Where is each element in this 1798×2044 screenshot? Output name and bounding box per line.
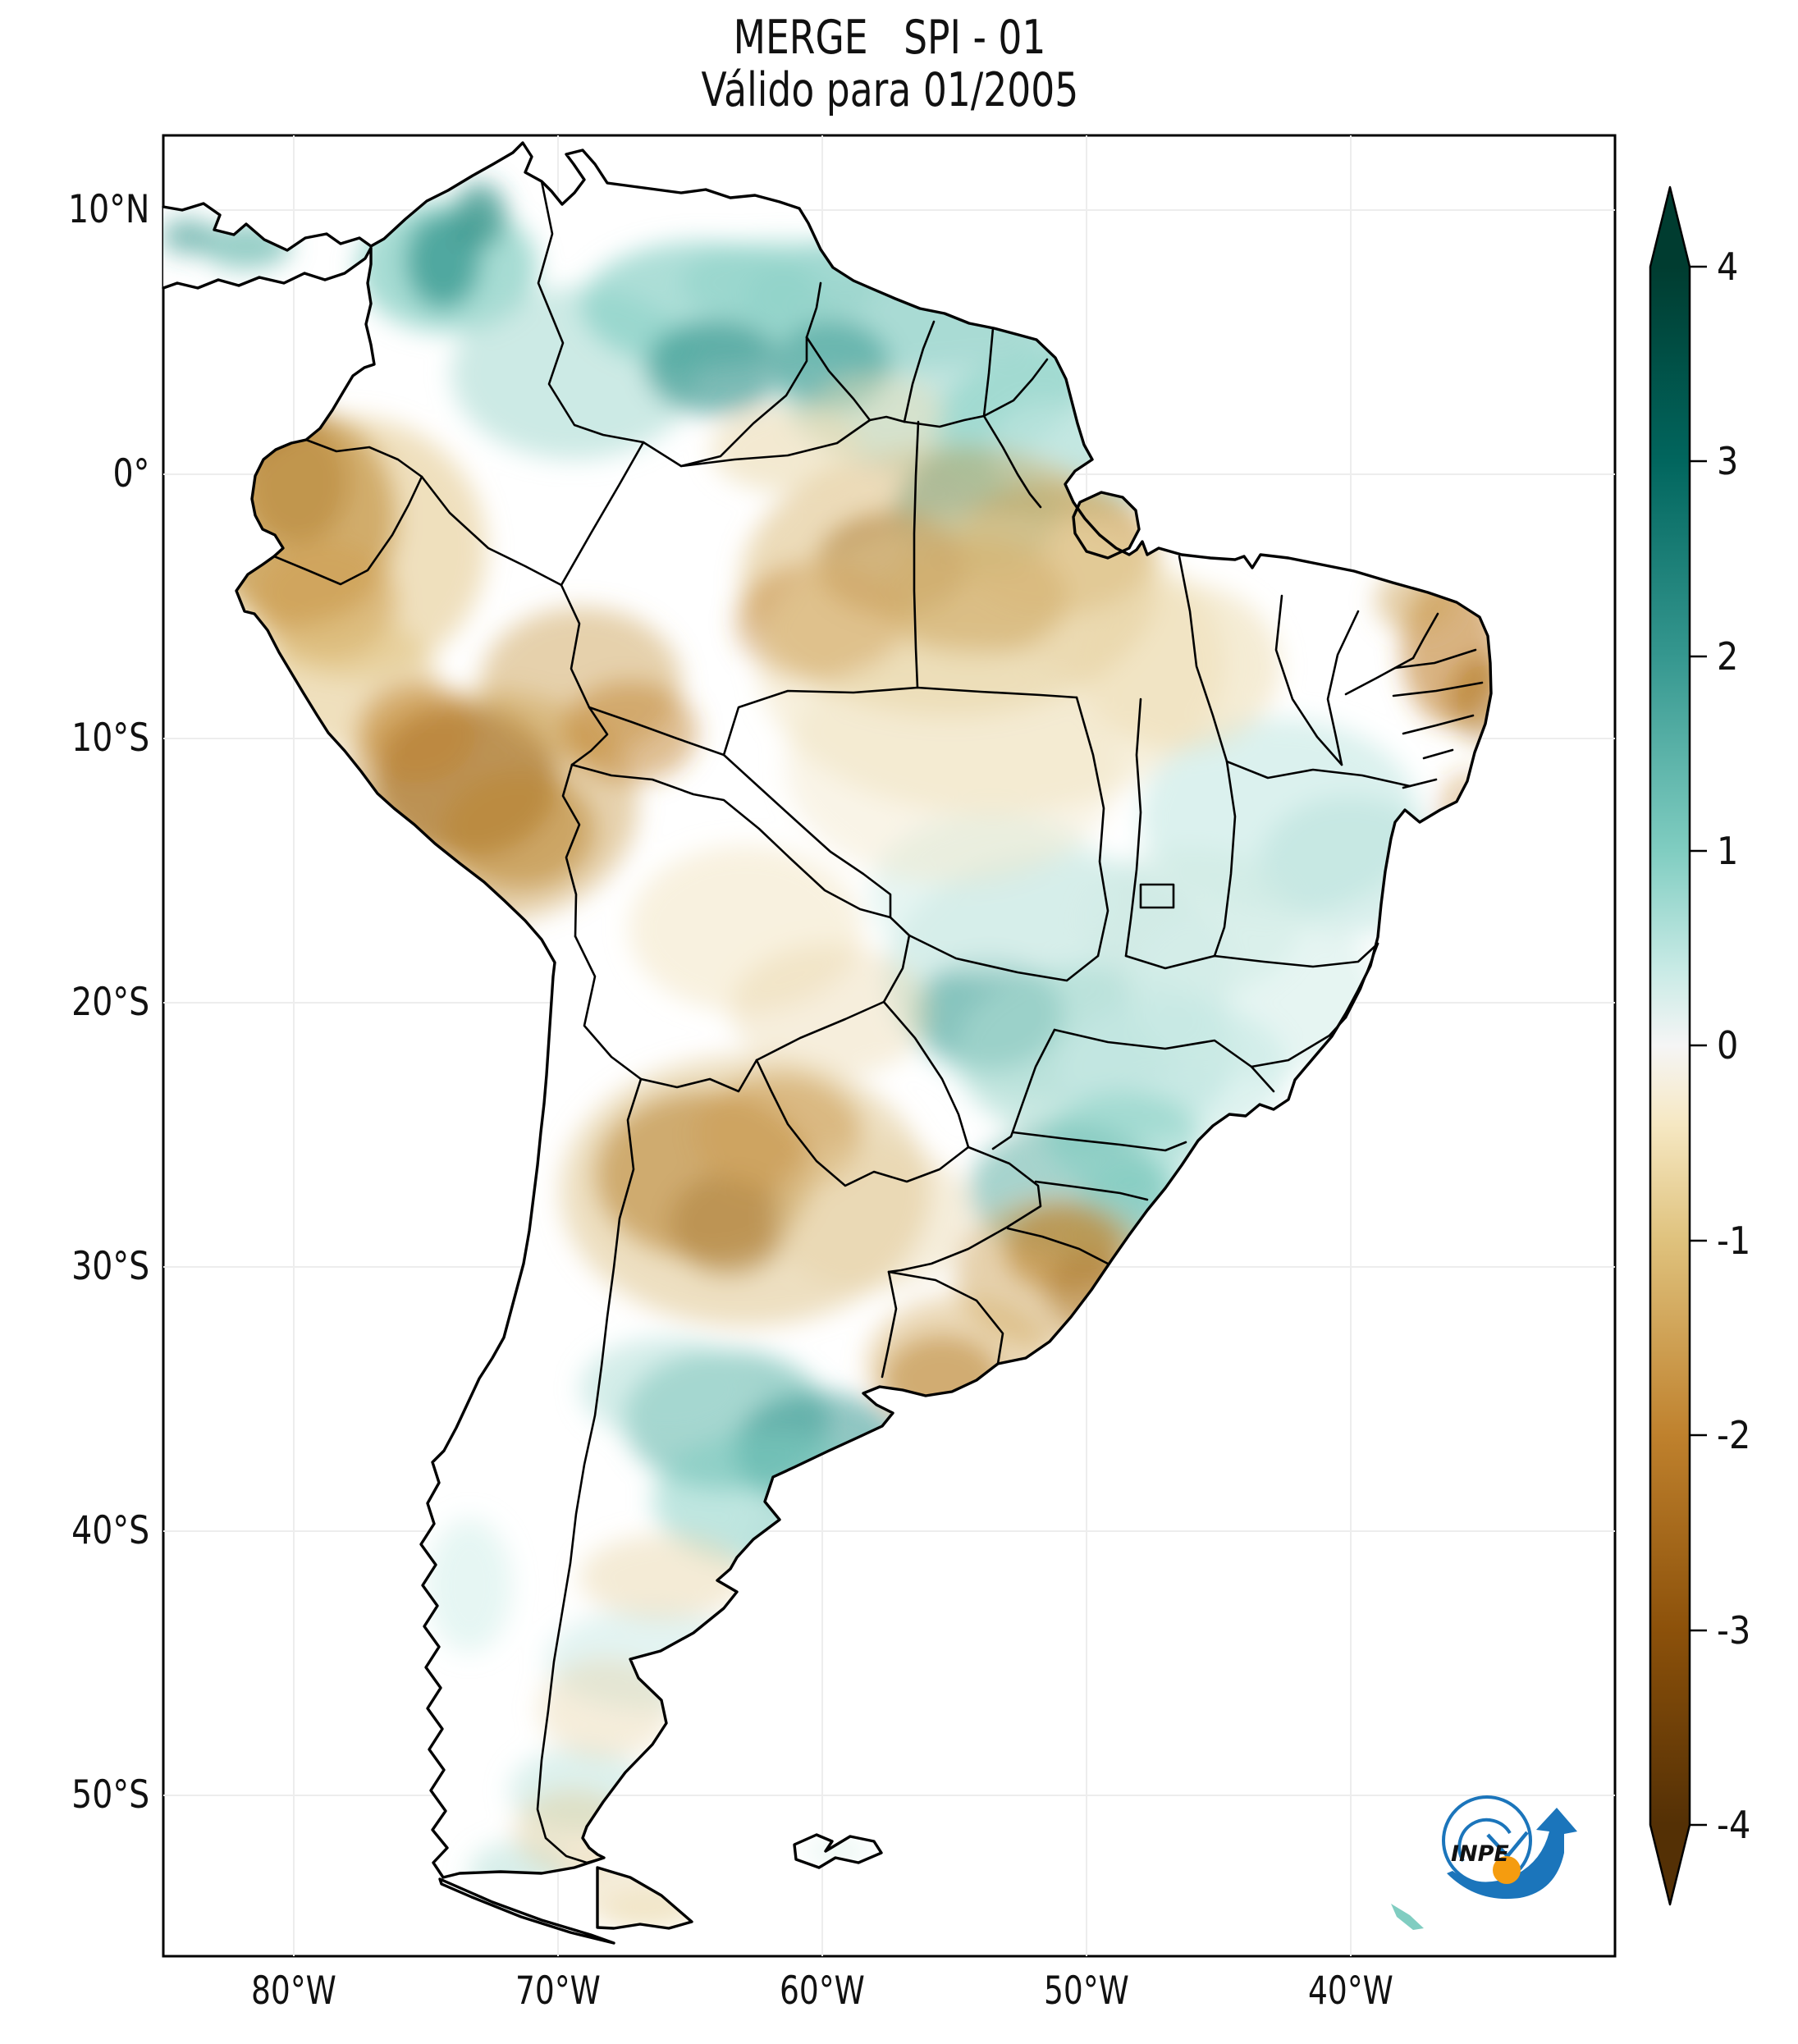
- border-uruguay-brazil: [887, 1270, 1004, 1365]
- border-suriname-brazil: [903, 414, 986, 428]
- border-para-matogrosso: [916, 686, 1078, 699]
- border-colombia-peru: [420, 475, 563, 587]
- border-ceara-east: [1411, 612, 1439, 660]
- lat-tick-0: 0°: [112, 451, 149, 496]
- border-para-maranhao: [1178, 555, 1228, 763]
- coastline-mainland: [162, 141, 1493, 1879]
- border-bahia-minas: [1213, 942, 1379, 968]
- border-paraguay-argentina: [755, 1059, 970, 1187]
- border-guyana-suriname: [903, 320, 936, 423]
- cbar-tick-neg2: -2: [1717, 1413, 1751, 1457]
- logo-down-arrowhead: [1486, 1831, 1529, 1859]
- border-suriname-guiana: [982, 327, 995, 418]
- border-colombia-ecuador: [304, 438, 423, 478]
- border-acre-amazonas: [588, 706, 725, 757]
- colorbar-gradient-bar: [1649, 185, 1691, 1906]
- figure-subtitle: Válido para 01/2005: [701, 63, 1078, 117]
- coastline: [162, 141, 1493, 1945]
- lon-tick-70w: 70°W: [515, 1969, 601, 2014]
- border-goias-south: [1124, 954, 1216, 970]
- logo-orange-sphere: [1493, 1856, 1521, 1884]
- border-rn-paraiba: [1393, 648, 1477, 670]
- border-ecuador-peru: [272, 475, 423, 586]
- lon-tick-50w: 50°W: [1044, 1969, 1129, 2014]
- border-peru-bolivia: [561, 763, 581, 938]
- lat-tick-30s: 30°S: [71, 1244, 149, 1289]
- border-para-tocantins: [1124, 697, 1142, 958]
- border-saopaulo-parana: [1012, 1131, 1187, 1152]
- border-rondonia-matogrosso: [722, 753, 892, 919]
- lat-tick-10s: 10°S: [71, 716, 149, 761]
- border-amazonas-para: [913, 420, 920, 689]
- cbar-tick-0: 0: [1717, 1023, 1739, 1068]
- border-minas-rio: [1250, 1034, 1331, 1068]
- lat-tick-10n: 10°N: [67, 187, 149, 232]
- cbar-tick-neg1: -1: [1717, 1219, 1751, 1263]
- border-amapa-para: [982, 414, 1042, 509]
- border-distrito-federal: [1139, 883, 1175, 909]
- cbar-tick-neg3: -3: [1717, 1608, 1751, 1653]
- cbar-tick-neg4: -4: [1717, 1803, 1751, 1847]
- border-saopaulo-ms: [991, 1028, 1056, 1150]
- border-colombia-brazil: [560, 441, 645, 587]
- border-paraguay-brazil: [882, 1000, 970, 1149]
- border-argentina-uruguay: [881, 1270, 898, 1379]
- border-santacatarina-rs: [1006, 1227, 1109, 1265]
- border-maranhao-piaui: [1274, 594, 1343, 766]
- logo-text: INPE: [1451, 1841, 1509, 1867]
- colorbar-tick-marks: [1690, 265, 1707, 1827]
- border-tocantins-east: [1213, 760, 1237, 958]
- lon-tick-80w: 80°W: [251, 1969, 336, 2014]
- cbar-tick-3: 3: [1717, 439, 1739, 483]
- colorbar: [1649, 185, 1707, 1906]
- coastline-tierra-del-fuego: [596, 1866, 693, 1930]
- border-guyana-brazil: [805, 336, 906, 423]
- cbar-tick-2: 2: [1717, 634, 1739, 679]
- cbar-tick-4: 4: [1717, 245, 1739, 289]
- south-georgia-streak: [1391, 1904, 1424, 1930]
- lat-tick-20s: 20°S: [71, 980, 149, 1025]
- logo-inner-spiral: [1457, 1818, 1512, 1863]
- border-bahia-north: [1225, 760, 1411, 788]
- figure-title: MERGE SPI - 01: [733, 11, 1046, 65]
- border-paraiba-pernambuco: [1392, 681, 1484, 697]
- border-guiana-brazil: [982, 358, 1049, 418]
- border-ceara-pernambuco: [1344, 656, 1415, 696]
- inpe-logo: INPE: [1442, 1795, 1577, 1900]
- border-bolivia-paraguay: [755, 1000, 885, 1062]
- border-argentina-brazil: [887, 1145, 1042, 1273]
- border-piaui-ceara: [1326, 610, 1360, 766]
- border-bolivia-chile: [574, 935, 643, 1081]
- border-matogrosso-east: [1075, 696, 1109, 958]
- coastline-magellan-peninsula: [438, 1877, 615, 1945]
- border-alagoas-sergipe: [1422, 748, 1454, 760]
- border-pernambuco-alagoas: [1402, 714, 1475, 735]
- border-matogrosso-ms: [908, 934, 1100, 982]
- coastline-malvinas-islands: [793, 1833, 883, 1869]
- lon-tick-40w: 40°W: [1308, 1969, 1393, 2014]
- lat-tick-40s: 40°S: [71, 1508, 149, 1553]
- lat-tick-50s: 50°S: [71, 1772, 149, 1818]
- border-sergipe-bahia: [1402, 778, 1438, 789]
- border-roraima-amazonas: [679, 418, 872, 468]
- border-amazonas-south: [722, 686, 919, 757]
- border-venezuela-guyana: [805, 281, 822, 339]
- border-chile-argentina: [536, 1077, 643, 1864]
- logo-swoosh-arrow: [1447, 1808, 1577, 1900]
- border-parana-santacatarina: [1034, 1180, 1149, 1201]
- border-minas-saopaulo: [1053, 1028, 1275, 1093]
- cbar-tick-1: 1: [1717, 829, 1739, 873]
- border-bolivia-argentina: [639, 1059, 758, 1093]
- border-colombia-venezuela: [537, 180, 645, 444]
- political-borders: [272, 180, 1484, 1864]
- lon-tick-60w: 60°W: [780, 1969, 865, 2014]
- coastline-marajo-island: [1072, 491, 1141, 560]
